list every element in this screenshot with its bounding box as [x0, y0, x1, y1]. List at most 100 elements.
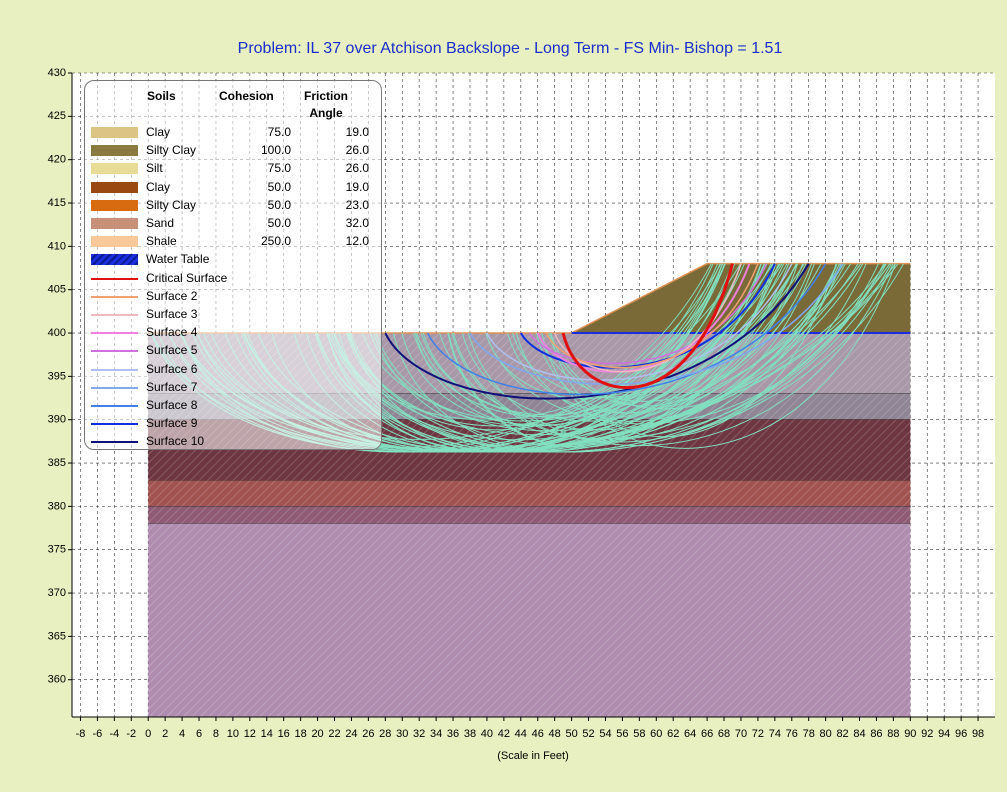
- x-tick-label: 58: [633, 728, 645, 740]
- x-tick-label: 30: [396, 728, 408, 740]
- legend-value: 32.0: [345, 216, 369, 230]
- x-tick-label: 6: [196, 728, 202, 740]
- y-tick-label: 410: [48, 240, 66, 252]
- x-tick-label: 42: [498, 728, 510, 740]
- y-tick-label: 425: [48, 110, 66, 122]
- slip-surface: [545, 263, 759, 369]
- legend-line: [91, 314, 138, 316]
- slip-surface: [553, 263, 742, 373]
- legend-line: [91, 386, 138, 389]
- x-tick-label: 10: [227, 728, 239, 740]
- soil-hatch: [148, 480, 911, 507]
- x-tick-label: 32: [413, 728, 425, 740]
- y-tick-label: 405: [48, 284, 66, 296]
- legend-swatch: [91, 181, 138, 193]
- trial-surface: [550, 263, 842, 410]
- x-tick-label: 26: [362, 728, 374, 740]
- x-tick-label: 4: [179, 728, 185, 740]
- legend-value: 50.0: [267, 216, 291, 230]
- x-tick-label: 78: [803, 728, 815, 740]
- y-tick-label: 420: [48, 154, 66, 166]
- slip-surface: [528, 263, 768, 365]
- legend-label: Surface 10: [146, 434, 205, 449]
- legend-swatch: [91, 163, 138, 175]
- legend-value: 75.0: [267, 161, 291, 176]
- x-tick-label: 54: [599, 728, 611, 740]
- x-tick-label: 8: [213, 728, 219, 740]
- soil-hatch: [148, 506, 911, 524]
- trial-surface: [416, 263, 885, 439]
- legend-swatch: [91, 199, 138, 211]
- x-tick-label: 36: [447, 728, 459, 740]
- legend-swatch: [91, 145, 138, 157]
- legend-label: Surface 8: [146, 398, 198, 412]
- x-tick-label: 94: [938, 728, 950, 740]
- legend-value: 12.0: [345, 234, 369, 249]
- x-tick-label: 28: [379, 728, 391, 740]
- legend-swatch: [91, 127, 138, 138]
- x-tick-label: 90: [904, 728, 916, 740]
- legend-label: Water Table: [146, 252, 210, 267]
- trial-surface: [362, 263, 772, 422]
- x-tick-label: 18: [295, 728, 307, 740]
- x-tick-label: 74: [769, 728, 781, 740]
- x-tick-label: 46: [532, 728, 544, 740]
- legend-value: 19.0: [345, 125, 369, 139]
- legend-line: [91, 368, 138, 371]
- legend-label: Surface 3: [146, 307, 198, 321]
- legend-line: [91, 295, 138, 298]
- trial-surface: [451, 263, 838, 441]
- legend-swatch: [91, 254, 138, 266]
- legend-value: 26.0: [345, 161, 369, 176]
- x-tick-label: 2: [162, 728, 168, 740]
- x-axis-label: (Scale in Feet): [497, 750, 569, 762]
- y-tick-label: 415: [48, 197, 66, 209]
- x-tick-label: 72: [752, 728, 764, 740]
- legend-label: Surface 6: [146, 361, 198, 376]
- x-tick-label: 38: [464, 728, 476, 740]
- legend-label: Clay: [146, 125, 171, 139]
- x-tick-label: 14: [261, 728, 273, 740]
- slip-surface: [561, 263, 734, 389]
- trial-surface: [452, 263, 867, 443]
- legend-label: Sand: [146, 216, 175, 230]
- x-tick-label: 82: [836, 728, 848, 740]
- x-tick-label: 20: [311, 728, 323, 740]
- x-tick-label: 24: [345, 728, 357, 740]
- legend-value: 26.0: [345, 143, 369, 158]
- slip-surface: [486, 263, 793, 381]
- y-tick-label: 395: [48, 370, 66, 382]
- x-tick-label: 48: [549, 728, 561, 740]
- legend-header: Friction Angle: [304, 89, 348, 120]
- trial-surface: [516, 263, 815, 422]
- legend-label: Clay: [146, 179, 171, 194]
- legend-label: Surface 5: [146, 343, 198, 358]
- x-tick-label: 44: [515, 728, 527, 740]
- x-tick-label: 0: [145, 728, 151, 740]
- x-tick-label: 96: [955, 728, 967, 740]
- y-tick-label: 380: [48, 500, 66, 512]
- legend-label: Shale: [146, 234, 177, 249]
- trial-surface: [550, 263, 837, 438]
- chart-title: Problem: IL 37 over Atchison Backslope -…: [238, 40, 783, 57]
- x-tick-label: -4: [109, 728, 119, 740]
- x-tick-label: 98: [972, 728, 984, 740]
- legend-value: 50.0: [267, 179, 291, 194]
- legend-line: [91, 332, 138, 335]
- trial-surface: [537, 263, 813, 402]
- x-tick-label: -8: [76, 728, 86, 740]
- x-tick-label: 12: [244, 728, 256, 740]
- x-tick-label: 56: [616, 728, 628, 740]
- legend-header: Cohesion: [219, 89, 274, 103]
- y-tick-label: 370: [48, 587, 66, 599]
- x-tick-label: 66: [701, 728, 713, 740]
- y-tick-label: 430: [48, 67, 66, 79]
- legend-value: 23.0: [345, 197, 369, 212]
- x-tick-label: 52: [582, 728, 594, 740]
- legend-label: Silty Clay: [146, 197, 197, 212]
- legend-label: Surface 9: [146, 416, 198, 431]
- x-tick-label: 84: [853, 728, 865, 740]
- slip-surface: [469, 263, 844, 386]
- legend-label: Silty Clay: [146, 143, 197, 158]
